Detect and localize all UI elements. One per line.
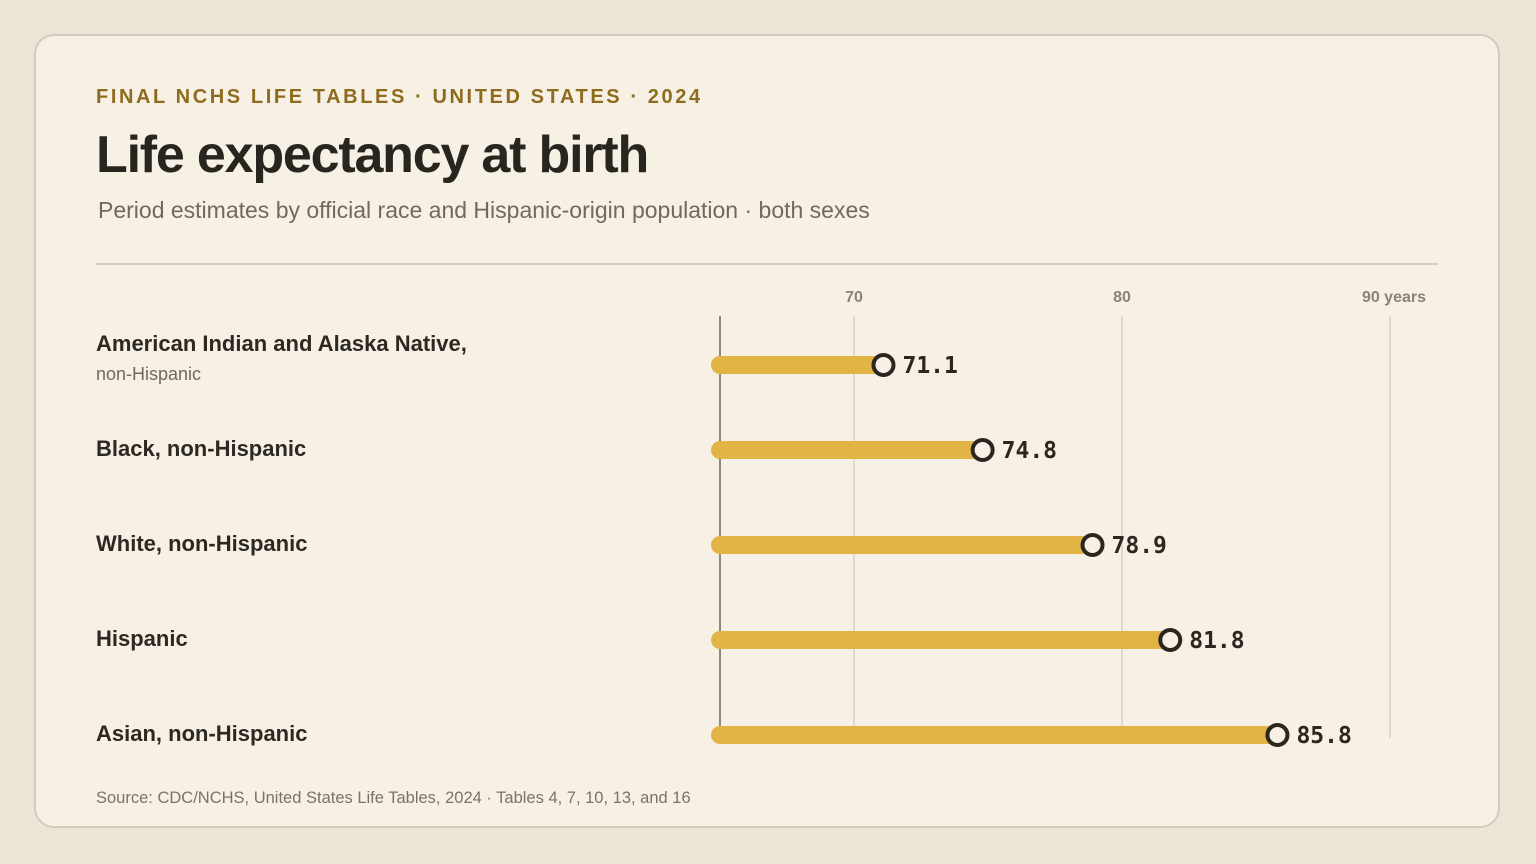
value-label: 81.8 — [1189, 628, 1244, 654]
chart-title: Life expectancy at birth — [96, 126, 649, 184]
x-tick-label: 70 — [845, 289, 863, 306]
category-sublabel-aian: non-Hispanic — [96, 364, 202, 384]
value-label: 71.1 — [902, 353, 957, 379]
bar-end-marker — [1265, 723, 1290, 747]
value-label: 74.8 — [1002, 438, 1057, 464]
chart-card — [34, 34, 1500, 828]
value-label: 78.9 — [1112, 533, 1167, 559]
bar-end-marker — [970, 438, 995, 462]
category-label-white: White, non-Hispanic — [96, 531, 308, 556]
value-label: 85.8 — [1296, 723, 1351, 749]
category-label-black: Black, non-Hispanic — [96, 436, 307, 461]
category-label-asian: Asian, non-Hispanic — [96, 721, 308, 746]
bar-end-marker — [1080, 533, 1105, 557]
x-tick-label: 80 — [1113, 289, 1131, 306]
header-divider — [96, 263, 1438, 265]
chart-eyebrow: FINAL NCHS LIFE TABLES · UNITED STATES ·… — [96, 86, 703, 108]
source-note: Source: CDC/NCHS, United States Life Tab… — [96, 789, 691, 807]
bar-end-marker — [1158, 628, 1183, 652]
chart-subtitle: Period estimates by official race and Hi… — [98, 197, 870, 223]
category-label-aian: American Indian and Alaska Native, — [96, 331, 467, 356]
x-tick-label: 90 years — [1362, 289, 1426, 306]
category-label-hispanic: Hispanic — [96, 626, 188, 651]
bar-end-marker — [871, 353, 896, 377]
